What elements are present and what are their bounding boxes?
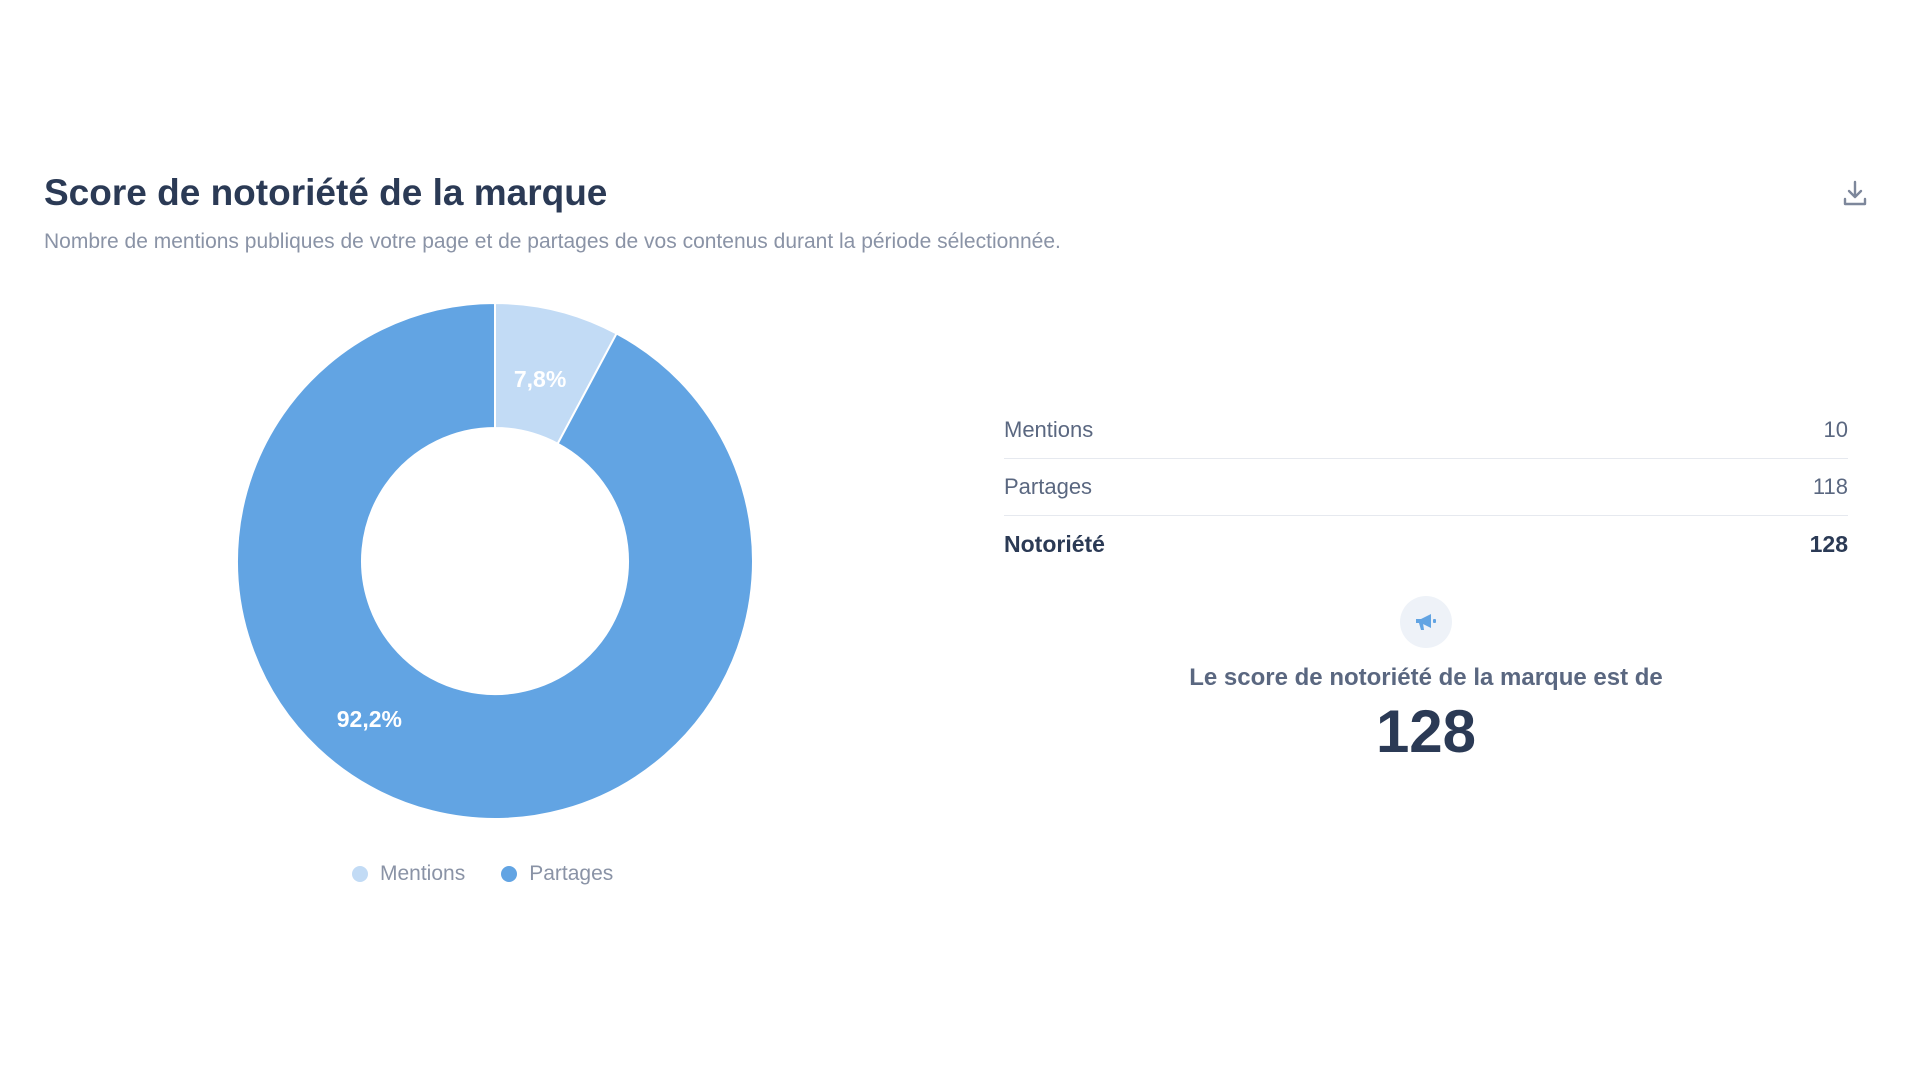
slice-partages[interactable]: [236, 301, 754, 820]
stat-row-partages: Partages 118: [1004, 459, 1848, 516]
stat-label-partages: Partages: [1004, 474, 1093, 499]
megaphone-badge: [1400, 596, 1452, 648]
legend-item-mentions[interactable]: Mentions: [352, 862, 465, 886]
legend-label-partages: Partages: [529, 862, 614, 885]
stat-label-mentions: Mentions: [1004, 417, 1094, 442]
stat-label-notoriete: Notoriété: [1004, 530, 1105, 557]
legend-item-partages[interactable]: Partages: [501, 862, 613, 886]
megaphone-icon: [1416, 614, 1436, 630]
stat-value-partages: 118: [1812, 474, 1848, 499]
download-icon: [1843, 180, 1867, 206]
summary-text: Le score de notoriété de la marque est d…: [1189, 664, 1663, 691]
stat-row-mentions: Mentions 10: [1004, 402, 1848, 459]
chart-header: Score de notoriété de la marque Nombre d…: [44, 170, 1844, 256]
stat-row-notoriete: Notoriété 128: [1004, 516, 1848, 572]
legend-dot-mentions: [352, 866, 368, 882]
donut-chart: 7,8% 92,2%: [230, 296, 760, 826]
chart-subtitle: Nombre de mentions publiques de votre pa…: [44, 230, 1061, 253]
stat-value-mentions: 10: [1823, 417, 1848, 442]
chart-legend: Mentions Partages: [352, 862, 613, 886]
donut-chart-svg: 7,8% 92,2%: [236, 301, 754, 820]
stat-value-notoriete: 128: [1809, 530, 1848, 557]
legend-dot-partages: [501, 866, 518, 882]
download-button[interactable]: [1838, 176, 1872, 210]
legend-label-mentions: Mentions: [380, 862, 466, 885]
score-summary: Le score de notoriété de la marque est d…: [1004, 596, 1848, 768]
stats-table: Mentions 10 Partages 118 Notoriété 128: [1004, 402, 1848, 572]
slice-label-partages: 92,2%: [337, 706, 402, 732]
summary-value: 128: [1375, 698, 1477, 765]
slice-label-mentions: 7,8%: [514, 366, 566, 392]
chart-title: Score de notoriété de la marque: [44, 172, 608, 213]
